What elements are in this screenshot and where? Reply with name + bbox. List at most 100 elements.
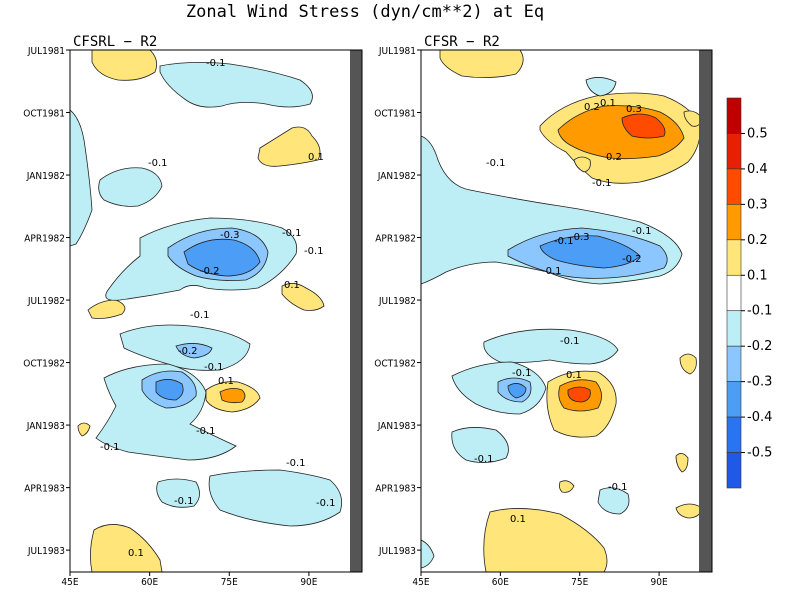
panel-left-frame	[69, 49, 363, 573]
contour-label: -0.1	[512, 368, 532, 379]
contour-fill-positive	[257, 126, 321, 167]
contour-label: -0.1	[204, 362, 224, 373]
y-tick-label: OCT1982	[374, 359, 416, 370]
x-tick-label: 90E	[651, 577, 668, 588]
contour-label: -0.2	[622, 254, 642, 265]
colorbar-swatch	[726, 452, 742, 489]
x-tick-label: 75E	[221, 577, 238, 588]
y-tick-label: JUL1981	[27, 46, 65, 57]
panel-left-title: CFSRL − R2	[73, 34, 157, 50]
contour-label: -0.1	[148, 158, 168, 169]
contour-fill-negative	[597, 487, 630, 515]
x-tick-label: 60E	[492, 577, 509, 588]
panel-right: CFSR − R2	[374, 34, 713, 588]
contour-fill-positive	[679, 353, 697, 375]
y-tick-label: JAN1982	[26, 171, 65, 182]
contour-label: -0.3	[220, 230, 240, 241]
panel-right-contours	[421, 50, 703, 572]
y-tick-label: JUL1982	[27, 296, 65, 307]
contour-fill-positive	[567, 386, 591, 403]
contour-label: -0.1	[542, 266, 562, 277]
contour-label: -0.1	[100, 442, 120, 453]
y-tick-label: OCT1982	[23, 359, 65, 370]
x-tick-label: 75E	[571, 577, 588, 588]
panel-left-y-axis: JUL1981 OCT1981 JAN1982 APR1982 JUL1982 OCT19…	[23, 46, 70, 557]
contour-label: -0.2	[200, 266, 220, 277]
colorbar-label: 0.3	[747, 197, 768, 212]
contour-fill-positive	[219, 388, 246, 404]
panel-right-x-axis: 45E 60E 75E 90E	[412, 572, 668, 588]
contour-label: -0.3	[570, 232, 590, 243]
contour-label: -0.1	[174, 496, 194, 507]
x-tick-label: 45E	[61, 577, 78, 588]
panel-left-missing-band	[350, 50, 362, 572]
contour-fill-negative	[421, 539, 435, 569]
panel-left-contours	[70, 50, 343, 572]
contour-label: 0.2	[584, 102, 600, 113]
colorbar-swatch	[726, 345, 742, 382]
contour-label: 0.1	[600, 98, 616, 109]
contour-label: -0.1	[592, 178, 612, 189]
contour-fill-positive	[77, 422, 91, 437]
y-tick-label: JUL1982	[378, 296, 416, 307]
contour-label: 0.1	[218, 376, 234, 387]
y-tick-label: APR1983	[375, 484, 416, 495]
contour-label: -0.1	[632, 226, 652, 237]
panel-left: CFSRL − R2	[23, 34, 363, 588]
panel-right-contour-labels: 0.2 0.1 0.3 0.2 -0.1 -0.1 -0.3 -0.1 -0.1…	[474, 98, 652, 525]
contour-fill-negative	[183, 238, 261, 277]
colorbar-swatch	[726, 97, 742, 134]
y-tick-label: JAN1983	[377, 421, 416, 432]
y-tick-label: OCT1981	[23, 109, 65, 120]
colorbar-label: 0.1	[747, 268, 768, 283]
contour-fill-positive	[675, 453, 689, 473]
x-tick-label: 45E	[412, 577, 429, 588]
colorbar-swatch	[726, 381, 742, 418]
panel-left-x-axis: 45E 60E 75E 90E	[61, 572, 318, 588]
contour-fill-negative	[70, 109, 93, 247]
contour-fill-positive	[483, 508, 608, 572]
contour-label: 0.1	[308, 152, 324, 163]
contour-fill-positive	[90, 524, 163, 572]
colorbar-label: -0.2	[747, 339, 772, 354]
colorbar-label: 0.5	[747, 126, 768, 141]
x-tick-label: 60E	[141, 577, 158, 588]
colorbar-label: -0.4	[747, 410, 772, 425]
contour-label: -0.1	[206, 58, 226, 69]
contour-fill-negative	[483, 328, 619, 365]
contour-label: 0.1	[566, 370, 582, 381]
contour-label: -0.1	[286, 458, 306, 469]
contour-fill-positive	[621, 113, 666, 139]
colorbar-swatch	[726, 168, 742, 205]
colorbar-swatch	[726, 133, 742, 170]
contour-fill-negative	[98, 167, 163, 207]
contour-label: -0.1	[608, 482, 628, 493]
y-tick-label: JUL1981	[378, 46, 416, 57]
y-tick-label: APR1983	[24, 484, 65, 495]
contour-fill-negative	[95, 363, 237, 461]
contour-fill-negative	[451, 427, 509, 463]
contour-fill-positive	[675, 503, 703, 519]
contour-label: 0.3	[626, 104, 642, 115]
y-tick-label: APR1982	[24, 234, 65, 245]
colorbar-label: -0.3	[747, 375, 772, 390]
colorbar-label: 0.2	[747, 233, 768, 248]
contour-label: 0.1	[128, 548, 144, 559]
y-tick-label: JUL1983	[378, 546, 416, 557]
contour-label: 0.1	[510, 514, 526, 525]
contour-fill-positive	[91, 50, 158, 81]
colorbar-swatch	[726, 204, 742, 241]
x-tick-label: 90E	[300, 577, 317, 588]
y-tick-label: OCT1981	[374, 109, 416, 120]
y-tick-label: JUL1983	[27, 546, 65, 557]
contour-fill-negative	[208, 469, 343, 527]
panel-right-frame	[420, 49, 713, 573]
contour-label: -0.1	[196, 426, 216, 437]
contour-fill-positive	[683, 110, 703, 127]
contour-fill-negative	[507, 383, 527, 399]
contour-label: -0.1	[190, 310, 210, 321]
chart-title: Zonal Wind Stress (dyn/cm**2) at Eq	[186, 2, 544, 22]
contour-label: -0.2	[178, 346, 198, 357]
contour-label: -0.1	[560, 336, 580, 347]
